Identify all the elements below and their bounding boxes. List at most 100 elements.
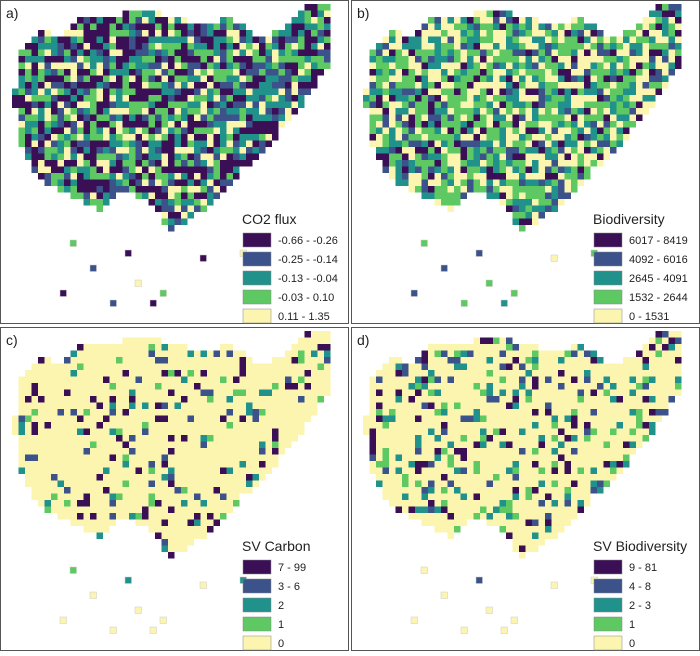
map-cell — [538, 370, 545, 377]
map-cell — [239, 36, 246, 43]
map-cell — [610, 114, 617, 121]
map-cell — [187, 212, 194, 219]
map-cell — [584, 101, 591, 108]
map-cell — [564, 428, 571, 435]
map-cell — [148, 108, 155, 115]
map-cell — [428, 344, 435, 351]
map-cell — [382, 415, 389, 422]
map-cell — [155, 396, 162, 403]
map-cell — [475, 249, 483, 257]
map-cell — [44, 173, 51, 180]
map-cell — [213, 461, 220, 468]
map-cell — [155, 43, 162, 50]
map-cell — [532, 30, 539, 37]
map-cell — [44, 357, 51, 364]
map-cell — [454, 134, 461, 141]
map-cell — [122, 422, 129, 429]
map-cell — [499, 422, 506, 429]
map-cell — [402, 160, 409, 167]
map-cell — [64, 147, 71, 154]
map-cell — [460, 43, 467, 50]
map-cell — [421, 383, 428, 390]
map-cell — [181, 114, 188, 121]
map-cell — [545, 121, 552, 128]
map-cell — [441, 101, 448, 108]
map-cell — [499, 487, 506, 494]
map-cell — [428, 519, 435, 526]
map-cell — [480, 36, 487, 43]
map-cell — [590, 415, 597, 422]
map-cell — [18, 127, 25, 134]
map-cell — [168, 448, 175, 455]
map-cell — [616, 461, 623, 468]
map-cell — [629, 108, 636, 115]
map-cell — [220, 95, 227, 102]
map-cell — [252, 101, 259, 108]
map-cell — [434, 30, 441, 37]
map-cell — [64, 487, 71, 494]
map-cell — [428, 383, 435, 390]
map-cell — [226, 435, 233, 442]
map-cell — [187, 199, 194, 206]
map-cell — [395, 75, 402, 82]
map-cell — [408, 448, 415, 455]
map-cell — [83, 350, 90, 357]
map-cell — [460, 75, 467, 82]
map-cell — [135, 454, 142, 461]
map-cell — [473, 17, 480, 24]
map-cell — [434, 526, 441, 533]
map-cell — [564, 179, 571, 186]
map-cell — [655, 82, 662, 89]
map-cell — [77, 409, 84, 416]
map-cell — [31, 95, 38, 102]
legend-swatch — [593, 559, 623, 575]
map-cell — [525, 545, 532, 552]
map-cell — [415, 383, 422, 390]
map-cell — [629, 389, 636, 396]
map-cell — [122, 467, 129, 474]
map-cell — [213, 49, 220, 56]
map-cell — [590, 101, 597, 108]
map-cell — [441, 140, 448, 147]
map-cell — [467, 350, 474, 357]
map-cell — [499, 23, 506, 30]
map-cell — [200, 199, 207, 206]
map-cell — [408, 513, 415, 520]
map-cell — [441, 428, 448, 435]
map-cell — [655, 75, 662, 82]
map-cell — [246, 467, 253, 474]
map-cell — [311, 376, 318, 383]
map-cell — [545, 461, 552, 468]
map-cell — [38, 389, 45, 396]
map-cell — [200, 474, 207, 481]
map-cell — [486, 75, 493, 82]
map-cell — [57, 153, 64, 160]
map-cell — [421, 108, 428, 115]
legend-swatch — [242, 270, 272, 286]
map-cell — [428, 108, 435, 115]
map-cell — [551, 49, 558, 56]
map-cell — [564, 36, 571, 43]
map-cell — [246, 448, 253, 455]
map-cell — [415, 467, 422, 474]
map-cell — [278, 357, 285, 364]
map-cell — [135, 49, 142, 56]
map-cell — [324, 49, 331, 56]
map-cell — [525, 435, 532, 442]
map-cell — [259, 370, 266, 377]
map-cell — [64, 506, 71, 513]
map-cell — [44, 435, 51, 442]
map-cell — [584, 389, 591, 396]
map-cell — [499, 69, 506, 76]
map-cell — [174, 435, 181, 442]
map-cell — [142, 75, 149, 82]
map-cell — [382, 49, 389, 56]
map-cell — [220, 166, 227, 173]
map-cell — [525, 363, 532, 370]
map-cell — [512, 62, 519, 69]
map-cell — [298, 101, 305, 108]
map-cell — [220, 396, 227, 403]
map-cell — [38, 435, 45, 442]
map-cell — [551, 134, 558, 141]
map-cell — [77, 422, 84, 429]
